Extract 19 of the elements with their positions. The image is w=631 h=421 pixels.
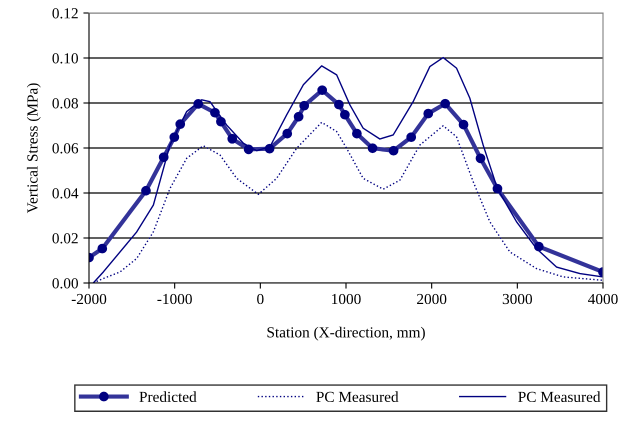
legend-label: PC Measured	[316, 391, 398, 402]
x-tick-label: -2000	[72, 294, 106, 304]
x-tick-label: -1000	[157, 294, 192, 304]
x-axis-title: Station (X-direction, mm)	[267, 326, 425, 341]
y-tick-label: 0.02	[52, 233, 78, 244]
y-tick-label: 0.04	[52, 188, 78, 199]
y-axis-title: Vertical Stress (MPa)	[26, 83, 41, 214]
x-tick-label: 4000	[588, 294, 618, 304]
legend-label: PC Measured	[518, 391, 600, 402]
y-tick-label: 0.08	[52, 98, 78, 109]
legend-label: Predicted	[139, 391, 197, 402]
y-tick-label: 0.06	[52, 143, 78, 154]
x-tick-label: 0	[257, 294, 264, 304]
x-tick-label: 3000	[502, 294, 532, 304]
x-tick-label: 2000	[417, 294, 446, 304]
y-tick-label: 0.10	[52, 53, 78, 64]
y-tick-label: 0.00	[52, 278, 78, 289]
y-tick-label: 0.12	[52, 8, 78, 19]
x-tick-label: 1000	[332, 294, 361, 304]
